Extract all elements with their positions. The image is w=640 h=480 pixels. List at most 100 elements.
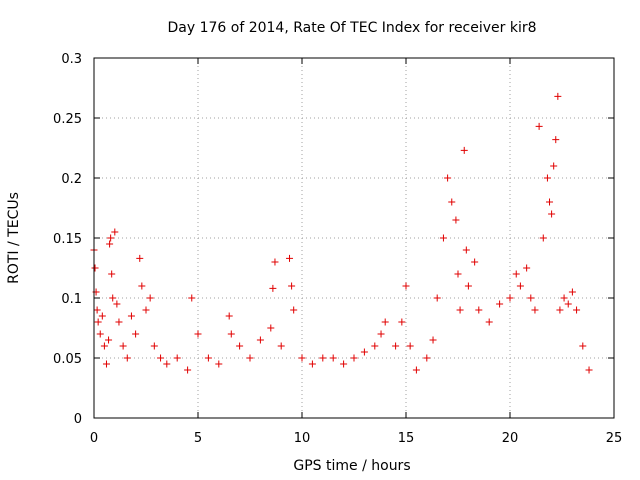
data-point (290, 306, 298, 314)
data-point (360, 348, 368, 356)
y-tick-label: 0.1 (61, 292, 82, 307)
data-point (381, 318, 389, 326)
data-point (267, 324, 275, 332)
data-point (433, 294, 441, 302)
data-point (512, 270, 520, 278)
y-tick-label: 0 (74, 412, 82, 427)
data-point (548, 210, 556, 218)
data-point (298, 354, 306, 362)
data-point (286, 254, 294, 262)
data-point (184, 366, 192, 374)
data-point (269, 284, 277, 292)
data-point (456, 306, 464, 314)
data-point (98, 312, 106, 320)
axis-ticks (93, 57, 615, 419)
data-point (377, 330, 385, 338)
data-point (194, 330, 202, 338)
data-point (132, 330, 140, 338)
data-point (142, 306, 150, 314)
data-point (539, 234, 547, 242)
x-tick-labels: 0 5 10 15 20 25 (90, 431, 622, 446)
data-point (93, 306, 101, 314)
data-point (506, 294, 514, 302)
data-point (157, 354, 165, 362)
data-point (452, 216, 460, 224)
data-point (475, 306, 483, 314)
data-point (554, 92, 562, 100)
data-point (123, 354, 131, 362)
data-point (146, 294, 154, 302)
data-point (113, 300, 121, 308)
data-point (96, 330, 104, 338)
data-point (246, 354, 254, 362)
data-point (552, 136, 560, 144)
x-tick-label: 15 (398, 431, 415, 446)
y-tick-label: 0.15 (53, 232, 82, 247)
data-point (485, 318, 493, 326)
data-point (340, 360, 348, 368)
data-point (402, 282, 410, 290)
data-point (150, 342, 158, 350)
data-point (308, 360, 316, 368)
data-point (568, 288, 576, 296)
data-point (109, 294, 117, 302)
data-point (256, 336, 264, 344)
data-point (163, 360, 171, 368)
data-point (136, 254, 144, 262)
y-tick-label: 0.3 (61, 52, 82, 67)
data-point (564, 300, 572, 308)
y-tick-labels: 0 0.05 0.1 0.15 0.2 0.25 0.3 (53, 52, 82, 427)
data-point (188, 294, 196, 302)
data-point (91, 264, 99, 272)
data-point (550, 162, 558, 170)
data-point (543, 174, 551, 182)
data-point (546, 198, 554, 206)
data-point (119, 342, 127, 350)
grid-lines (94, 58, 614, 418)
data-point (271, 258, 279, 266)
data-point (523, 264, 531, 272)
y-tick-label: 0.25 (53, 112, 82, 127)
data-point (444, 174, 452, 182)
data-point (429, 336, 437, 344)
data-point (107, 234, 115, 242)
data-point (516, 282, 524, 290)
data-point (100, 342, 108, 350)
data-point (527, 294, 535, 302)
data-point (460, 146, 468, 154)
data-point (371, 342, 379, 350)
data-point (464, 282, 472, 290)
data-point (102, 360, 110, 368)
data-point (573, 306, 581, 314)
data-point (106, 240, 114, 248)
data-point (556, 306, 564, 314)
data-point (471, 258, 479, 266)
data-point (406, 342, 414, 350)
data-point (350, 354, 358, 362)
data-point (585, 366, 593, 374)
data-point (94, 318, 102, 326)
data-point (127, 312, 135, 320)
data-point (496, 300, 504, 308)
data-point (288, 282, 296, 290)
data-point (319, 354, 327, 362)
y-tick-label: 0.2 (61, 172, 82, 187)
x-axis-label: GPS time / hours (293, 458, 410, 474)
x-tick-label: 10 (294, 431, 311, 446)
x-tick-label: 5 (194, 431, 202, 446)
data-point (579, 342, 587, 350)
data-point (111, 228, 119, 236)
y-axis-label: ROTI / TECUs (6, 192, 22, 284)
data-points (90, 92, 593, 374)
data-point (412, 366, 420, 374)
data-point (105, 336, 113, 344)
data-point (448, 198, 456, 206)
data-point (215, 360, 223, 368)
data-point (227, 330, 235, 338)
data-point (392, 342, 400, 350)
data-point (329, 354, 337, 362)
x-tick-label: 20 (502, 431, 519, 446)
data-point (531, 306, 539, 314)
data-point (173, 354, 181, 362)
